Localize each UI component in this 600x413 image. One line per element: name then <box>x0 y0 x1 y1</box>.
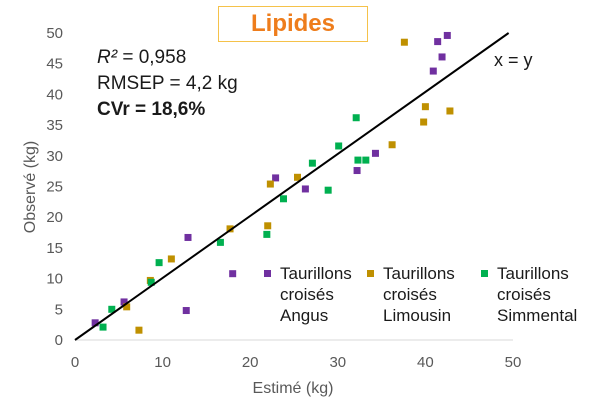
y-tick-label: 35 <box>46 117 63 134</box>
x-tick-label: 20 <box>242 354 259 371</box>
data-point-series-0 <box>182 307 190 315</box>
y-tick-label: 25 <box>46 179 63 196</box>
x-tick-label: 40 <box>417 354 434 371</box>
data-point-series-2 <box>335 142 343 150</box>
data-point-series-2 <box>362 156 370 164</box>
y-tick-label: 50 <box>46 25 63 42</box>
x-tick-labels: 0 10 20 30 40 50 <box>71 354 522 371</box>
x-tick-label: 30 <box>329 354 346 371</box>
data-point-series-1 <box>420 118 428 126</box>
x-tick-label: 0 <box>71 354 79 371</box>
data-point-series-0 <box>429 67 437 75</box>
data-point-series-0 <box>301 185 309 193</box>
y-axis-title: Observé (kg) <box>22 141 39 233</box>
y-tick-labels: 0 5 10 15 20 25 30 35 40 45 50 <box>46 25 63 349</box>
legend-swatch-limousin <box>367 270 374 277</box>
data-point-series-0 <box>434 38 442 46</box>
x-axis-title: Estimé (kg) <box>253 380 334 397</box>
y-tick-label: 0 <box>55 332 63 349</box>
y-tick-label: 20 <box>46 209 63 226</box>
data-point-series-2 <box>216 238 224 246</box>
data-point-series-1 <box>135 326 143 334</box>
data-point-series-1 <box>400 38 408 46</box>
legend-label-angus: Taurillons croisés Angus <box>280 264 352 325</box>
legend-swatch-angus <box>264 270 271 277</box>
data-point-series-0 <box>184 233 192 241</box>
y-tick-label: 15 <box>46 240 63 257</box>
data-point-series-2 <box>279 195 287 203</box>
y-tick-label: 5 <box>55 301 63 318</box>
chart-title-box: Lipides <box>218 6 368 42</box>
data-point-series-0 <box>438 53 446 61</box>
data-point-series-1 <box>167 255 175 263</box>
legend-label-simmental: Taurillons croisés Simmental <box>497 264 578 325</box>
data-point-series-0 <box>443 31 451 39</box>
r2-symbol: R² <box>97 47 118 68</box>
y-tick-label: 45 <box>46 56 63 73</box>
r2-line: R² = 0,958 <box>97 45 238 71</box>
legend-item-angus: Taurillons croisés Angus <box>264 263 352 326</box>
legend-swatch-simmental <box>481 270 488 277</box>
data-point-series-1 <box>264 222 272 230</box>
legend-label-limousin: Taurillons croisés Limousin <box>383 264 455 325</box>
data-point-series-0 <box>371 149 379 157</box>
rmsep-line: RMSEP = 4,2 kg <box>97 73 238 94</box>
data-point-series-2 <box>352 114 360 122</box>
y-tick-label: 10 <box>46 271 63 288</box>
legend-item-limousin: Taurillons croisés Limousin <box>367 263 455 326</box>
r2-value: = 0,958 <box>117 47 187 68</box>
identity-line-label: x = y <box>494 50 533 70</box>
x-tick-label: 10 <box>154 354 171 371</box>
legend-item-simmental: Taurillons croisés Simmental <box>481 263 577 326</box>
data-point-series-2 <box>99 323 107 331</box>
data-points <box>91 31 454 334</box>
y-tick-label: 30 <box>46 148 63 165</box>
data-point-series-0 <box>91 319 99 327</box>
data-point-series-1 <box>226 225 234 233</box>
data-point-series-0 <box>353 167 361 175</box>
data-point-series-1 <box>421 103 429 111</box>
identity-line <box>74 32 510 341</box>
y-tick-label: 40 <box>46 86 63 103</box>
data-point-series-0 <box>120 298 128 306</box>
data-point-series-1 <box>446 107 454 115</box>
data-point-series-0 <box>229 270 237 278</box>
data-point-series-1 <box>294 173 302 181</box>
data-point-series-1 <box>266 180 274 188</box>
data-point-series-1 <box>123 303 131 311</box>
chart-title: Lipides <box>250 10 335 37</box>
data-point-series-2 <box>308 159 316 167</box>
data-point-series-2 <box>155 259 163 267</box>
data-point-series-1 <box>388 141 396 149</box>
stats-annotation: R² = 0,958 RMSEP = 4,2 kg CVr = 18,6% <box>97 45 238 123</box>
data-point-series-0 <box>272 174 280 182</box>
data-point-series-2 <box>108 305 116 313</box>
data-point-series-2 <box>324 186 332 194</box>
cvr-line: CVr = 18,6% <box>97 99 206 120</box>
data-point-series-2 <box>147 278 155 286</box>
data-point-series-2 <box>263 230 271 238</box>
data-point-series-2 <box>354 156 362 164</box>
x-tick-label: 50 <box>505 354 522 371</box>
